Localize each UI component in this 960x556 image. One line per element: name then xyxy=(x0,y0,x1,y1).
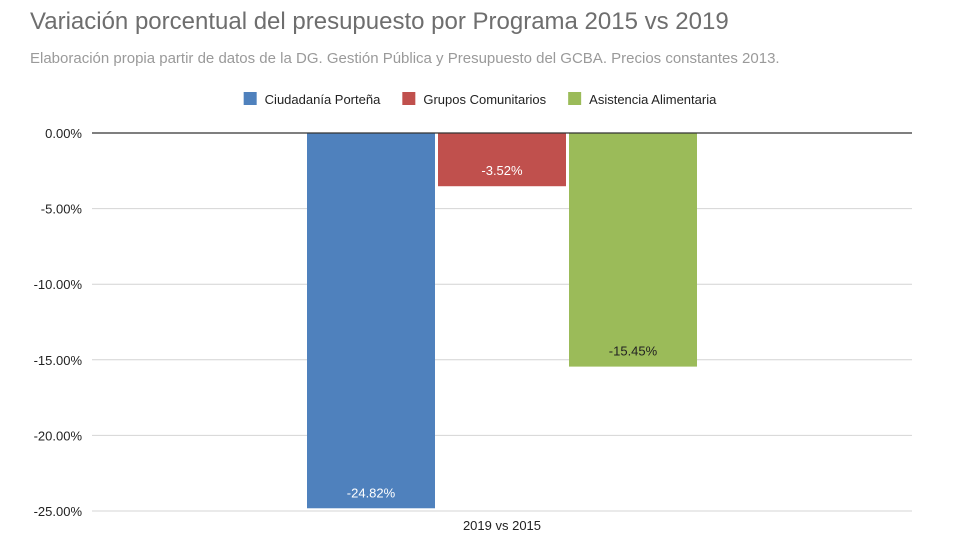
legend-item: Ciudadanía Porteña xyxy=(243,92,381,107)
chart-title: Variación porcentual del presupuesto por… xyxy=(30,8,729,35)
legend-label: Asistencia Alimentaria xyxy=(589,92,717,107)
legend: Ciudadanía Porteña Grupos Comunitarios Asi… xyxy=(243,92,717,107)
legend-swatch xyxy=(243,92,257,105)
legend-item: Grupos Comunitarios xyxy=(402,92,547,107)
legend-label: Ciudadanía Porteña xyxy=(265,92,381,107)
chart-subtitle: Elaboración propia partir de datos de la… xyxy=(30,50,780,67)
y-tick-label: -15.00% xyxy=(34,353,83,368)
y-tick-label: -10.00% xyxy=(34,277,83,292)
y-tick-label: 0.00% xyxy=(45,126,82,141)
legend-swatch xyxy=(402,92,416,105)
data-label: -24.82% xyxy=(347,485,396,500)
y-tick-label: -25.00% xyxy=(34,504,83,519)
bars xyxy=(307,133,697,509)
data-labels: -24.82% -3.52% -15.45% xyxy=(347,163,658,500)
y-axis-ticks: 0.00% -5.00% -10.00% -15.00% -20.00% -25.00% xyxy=(34,126,83,519)
y-tick-label: -20.00% xyxy=(34,428,83,443)
legend-item: Asistencia Alimentaria xyxy=(568,92,717,107)
legend-swatch xyxy=(568,92,582,105)
y-tick-label: -5.00% xyxy=(41,202,83,217)
data-label: -3.52% xyxy=(481,163,523,178)
data-label: -15.45% xyxy=(609,344,658,359)
bar xyxy=(307,133,435,509)
category-label: 2019 vs 2015 xyxy=(463,518,541,533)
legend-label: Grupos Comunitarios xyxy=(423,92,546,107)
gridlines xyxy=(92,208,912,512)
x-axis-categories: 2019 vs 2015 xyxy=(463,518,541,533)
bar xyxy=(438,133,566,187)
bar xyxy=(569,133,697,367)
